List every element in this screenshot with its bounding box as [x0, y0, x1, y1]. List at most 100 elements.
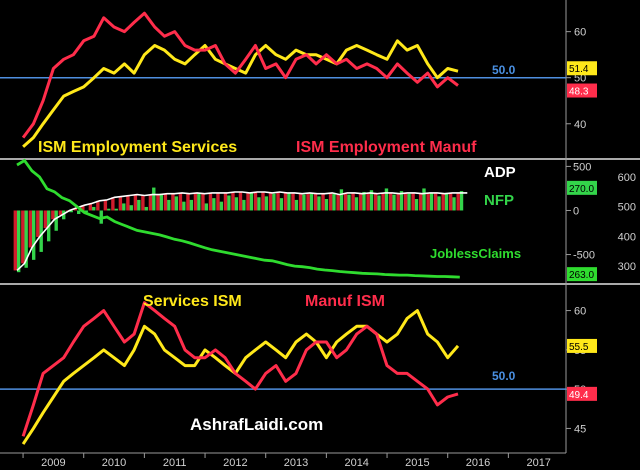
label-ism-employment-manuf: ISM Employment Manuf [296, 139, 477, 156]
adp-bar [223, 192, 228, 211]
nfp-bar [294, 199, 299, 211]
nfp-bar [339, 189, 344, 211]
nfp-bar [249, 192, 254, 211]
adp-bar [321, 193, 325, 211]
adp-bar [306, 192, 310, 211]
nfp-bar [422, 188, 426, 211]
nfp-bar [129, 205, 133, 211]
nfp-bar [317, 196, 321, 211]
ytick3-label-45: 45 [574, 423, 586, 435]
ytick-label-60: 60 [574, 27, 586, 39]
nfp-bar [279, 198, 284, 211]
nfp-bar [264, 196, 269, 211]
adp-bar [36, 210, 40, 237]
nfp-bar [362, 191, 366, 211]
adp-bar [148, 194, 153, 211]
nfp-bar [152, 187, 156, 211]
adp-bar [126, 195, 130, 211]
adp-bar [426, 192, 430, 211]
nfp-bar [174, 196, 178, 211]
adp-bar [238, 191, 243, 211]
last-value-jobless-claims-bg [567, 267, 597, 282]
adp-bar [186, 193, 190, 211]
nfp-bar [197, 192, 201, 211]
adp-bar [111, 197, 115, 211]
ytick-right-label-400: 400 [618, 231, 636, 243]
adp-bar [178, 192, 183, 211]
series-adp [16, 191, 468, 271]
adp-bar [88, 203, 93, 211]
last-value-adp-bg [567, 180, 597, 195]
ref-label-50-panel1: 50.0 [492, 63, 516, 77]
nfp-bar [459, 191, 464, 211]
adp-bar [261, 191, 265, 211]
nfp-bar [377, 195, 381, 211]
adp-bar [96, 200, 100, 211]
nfp-bar [437, 196, 441, 211]
nfp-bar [212, 198, 216, 211]
adp-bar [231, 191, 235, 211]
nfp-bar [31, 210, 36, 260]
adp-bar [216, 192, 220, 211]
adp-bar [276, 191, 280, 211]
nfp-bar [414, 199, 419, 211]
series-ism-employment-manuf [21, 11, 459, 139]
adp-bar [103, 199, 108, 211]
adp-bar [373, 193, 378, 211]
nfp-bar [324, 199, 329, 211]
adp-bar [193, 192, 198, 211]
ytick-right-label-600: 600 [618, 172, 636, 184]
adp-bar [28, 210, 32, 248]
adp-bar [268, 192, 273, 211]
adp-bar [411, 192, 415, 211]
adp-bar [253, 191, 258, 211]
adp-bar [133, 194, 138, 211]
ytick3-label-60: 60 [574, 306, 586, 318]
nfp-bar [84, 210, 88, 213]
adp-bar [51, 210, 55, 220]
nfp-bar [392, 194, 396, 211]
label-manuf-ism: Manuf ISM [305, 293, 385, 310]
adp-bar [351, 192, 355, 211]
adp-bar [58, 210, 63, 215]
ytick-label-40: 40 [574, 119, 586, 131]
adp-bar [291, 192, 295, 211]
adp-bar [201, 193, 205, 211]
adp-bar [246, 192, 250, 211]
nfp-bar [69, 210, 73, 213]
nfp-bar [77, 210, 81, 215]
series-services-ism [21, 309, 460, 445]
ytick-right-label-300: 300 [618, 261, 636, 273]
adp-bar [403, 192, 408, 211]
watermark: AshrafLaidi.com [190, 415, 323, 434]
year-label-2016: 2016 [466, 457, 490, 469]
nfp-bar [452, 197, 456, 211]
nfp-bar [369, 190, 374, 211]
nfp-bar [62, 210, 66, 220]
nfp-bar [144, 206, 148, 211]
year-label-2017: 2017 [526, 457, 550, 469]
adp-bar [298, 193, 303, 211]
adp-bar [358, 193, 363, 211]
year-label-2012: 2012 [223, 457, 247, 469]
nfp-bar [384, 188, 389, 211]
adp-bar [43, 210, 48, 229]
adp-bar [313, 193, 318, 211]
last-value-series-manuf-ism-bg [567, 386, 597, 401]
year-label-2013: 2013 [284, 457, 308, 469]
adp-bar [163, 193, 168, 211]
series-jobless-claims [16, 158, 460, 279]
nfp-bar [182, 201, 186, 211]
last-value-series-manuf-ism: 49.4 [569, 390, 589, 401]
label-nfp: NFP [484, 192, 514, 209]
series-manuf-ism [21, 301, 459, 437]
adp-bar [396, 193, 400, 211]
year-label-2014: 2014 [344, 457, 368, 469]
last-value-jobless-claims: 263.0 [569, 270, 594, 281]
adp-bar [13, 210, 17, 271]
nfp-bar [287, 192, 291, 211]
nfp-bar [272, 193, 276, 211]
ytick-label-50: 50 [574, 73, 586, 85]
adp-bar [21, 210, 25, 264]
year-label-2011: 2011 [163, 457, 187, 469]
